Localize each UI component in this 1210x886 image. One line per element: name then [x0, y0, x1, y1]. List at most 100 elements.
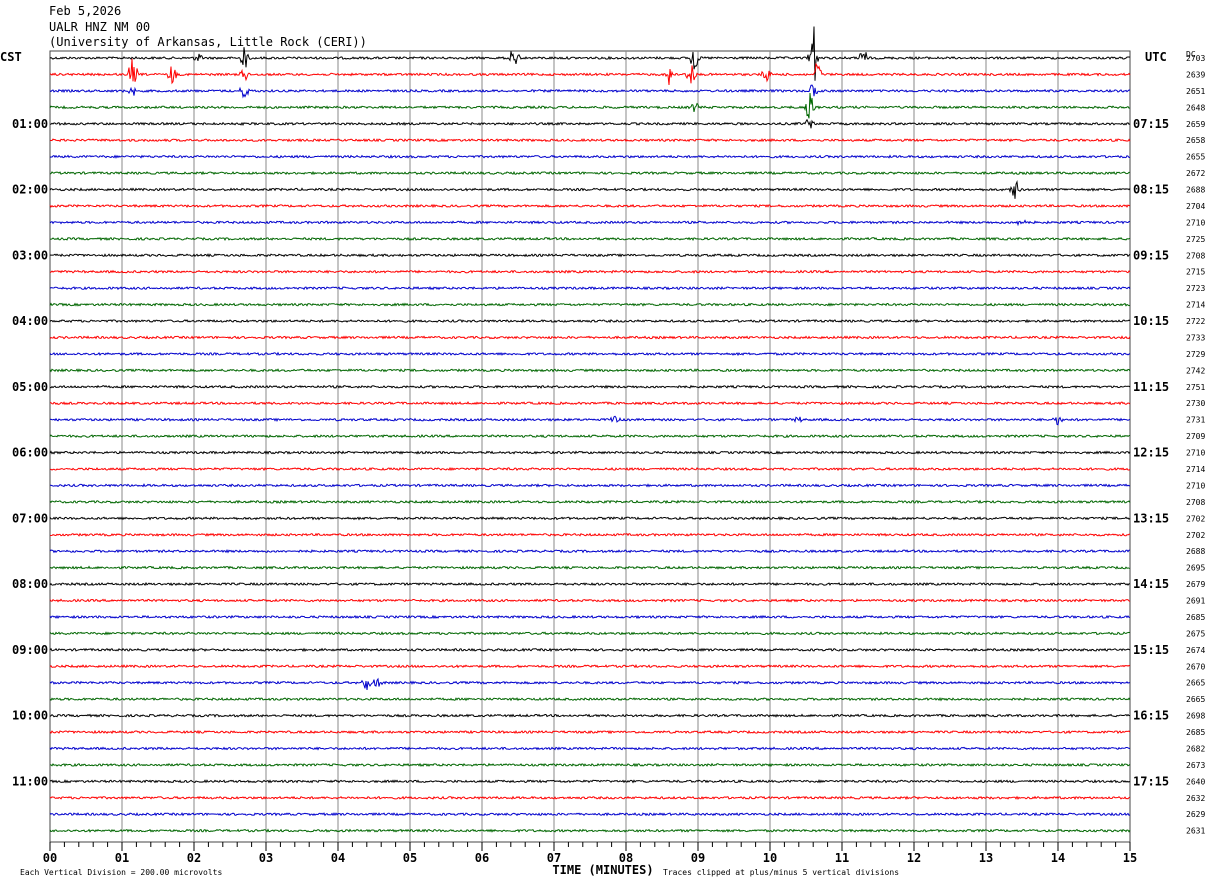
dc-value: 2704: [1186, 202, 1205, 211]
x-tick-label: 06: [475, 851, 489, 865]
right-time-label: 13:15: [1133, 511, 1169, 525]
trace-row-22: [49, 415, 1131, 426]
trace-row-14: [49, 286, 1131, 291]
trace-row-20: [49, 384, 1131, 390]
dc-value: 2659: [1186, 120, 1205, 129]
x-tick-label: 07: [547, 851, 561, 865]
scale-note: Each Vertical Division = 200.00 microvol…: [20, 868, 222, 877]
left-time-label: 03:00: [12, 248, 48, 262]
trace-row-47: [49, 828, 1131, 833]
trace-row-5: [49, 138, 1131, 143]
dc-value: 2665: [1186, 695, 1205, 704]
dc-header: DC: [1186, 50, 1196, 59]
trace-row-31: [49, 565, 1131, 570]
right-time-label: 07:15: [1133, 117, 1169, 131]
dc-value: 2702: [1186, 531, 1205, 540]
trace-row-9: [49, 203, 1131, 209]
trace-row-18: [49, 351, 1131, 357]
trace-row-37: [49, 664, 1131, 669]
trace-row-39: [49, 696, 1131, 702]
dc-value: 2691: [1186, 597, 1205, 606]
dc-value: 2640: [1186, 777, 1205, 786]
right-time-label: 16:15: [1133, 709, 1169, 723]
trace-row-12: [49, 253, 1131, 258]
right-time-label: 08:15: [1133, 183, 1169, 197]
dc-value: 2730: [1186, 399, 1205, 408]
dc-value: 2723: [1186, 284, 1205, 293]
x-tick-label: 01: [115, 851, 129, 865]
dc-value-labels: 2703 2639 2651 2648 2659 2658 2655 2672 2688 2704…: [1186, 54, 1205, 836]
dc-value: 2722: [1186, 317, 1205, 326]
trace-row-3: [49, 92, 1131, 119]
trace-row-29: [50, 532, 1131, 537]
trace-row-10: [49, 219, 1131, 227]
x-tick-label: 05: [403, 851, 417, 865]
trace-row-26: [49, 483, 1131, 488]
dc-value: 2670: [1186, 662, 1205, 671]
dc-value: 2698: [1186, 712, 1205, 721]
x-tick-label: 08: [619, 851, 633, 865]
trace-row-8: [49, 179, 1131, 199]
trace-row-6: [49, 154, 1131, 159]
trace-row-45: [49, 795, 1131, 800]
plot-border: [49, 50, 1131, 843]
dc-value: 2688: [1186, 547, 1205, 556]
right-time-label: 09:15: [1133, 248, 1169, 262]
right-time-labels: 07:15 08:15 09:15 10:15 11:15 12:15 13:15 14:15…: [1133, 117, 1169, 789]
x-tick-label: 15: [1123, 851, 1137, 865]
trace-row-13: [49, 269, 1131, 274]
trace-row-23: [49, 434, 1131, 439]
left-time-label: 11:00: [12, 774, 48, 788]
trace-row-41: [49, 729, 1131, 735]
dc-value: 2679: [1186, 580, 1205, 589]
right-time-label: 15:15: [1133, 643, 1169, 657]
dc-value: 2702: [1186, 514, 1205, 523]
trace-row-42: [49, 746, 1131, 751]
dc-value: 2710: [1186, 218, 1205, 227]
trace-row-46: [49, 812, 1131, 817]
trace-row-35: [49, 631, 1131, 636]
trace-row-44: [49, 779, 1131, 784]
trace-row-27: [49, 499, 1131, 504]
left-time-label: 10:00: [12, 709, 48, 723]
trace-row-40: [49, 713, 1131, 718]
trace-row-15: [49, 302, 1131, 307]
dc-value: 2639: [1186, 70, 1205, 79]
dc-value: 2631: [1186, 827, 1205, 836]
x-tick-label: 10: [763, 851, 777, 865]
dc-value: 2648: [1186, 103, 1205, 112]
dc-value: 2703: [1186, 54, 1205, 63]
dc-value: 2632: [1186, 794, 1205, 803]
dc-value: 2651: [1186, 87, 1205, 96]
right-time-label: 11:15: [1133, 380, 1169, 394]
left-timezone-label: CST: [0, 50, 22, 64]
trace-row-16: [49, 318, 1131, 324]
dc-value: 2695: [1186, 564, 1205, 573]
dc-value: 2655: [1186, 153, 1205, 162]
trace-group: [49, 26, 1131, 833]
left-time-label: 02:00: [12, 183, 48, 197]
dc-value: 2673: [1186, 761, 1205, 770]
trace-row-34: [49, 614, 1131, 620]
x-tick-label: 02: [187, 851, 201, 865]
dc-value: 2685: [1186, 728, 1205, 737]
dc-value: 2733: [1186, 333, 1205, 342]
x-tick-label: 04: [331, 851, 345, 865]
x-tick-label: 12: [907, 851, 921, 865]
dc-value: 2710: [1186, 481, 1205, 490]
x-tick-label: 09: [691, 851, 705, 865]
left-time-label: 01:00: [12, 117, 48, 131]
right-time-label: 17:15: [1133, 774, 1169, 788]
clip-note: Traces clipped at plus/minus 5 vertical …: [663, 868, 899, 877]
left-time-label: 09:00: [12, 643, 48, 657]
trace-row-24: [49, 450, 1131, 455]
header-station: UALR HNZ NM 00: [49, 20, 150, 34]
dc-value: 2709: [1186, 432, 1205, 441]
trace-row-7: [49, 170, 1130, 176]
x-axis-title: TIME (MINUTES): [552, 863, 653, 877]
header-institution: (University of Arkansas, Little Rock (CE…: [49, 35, 367, 49]
right-timezone-label: UTC: [1145, 50, 1167, 64]
trace-row-0: [49, 26, 1131, 81]
dc-value: 2715: [1186, 268, 1205, 277]
trace-row-19: [49, 368, 1131, 373]
